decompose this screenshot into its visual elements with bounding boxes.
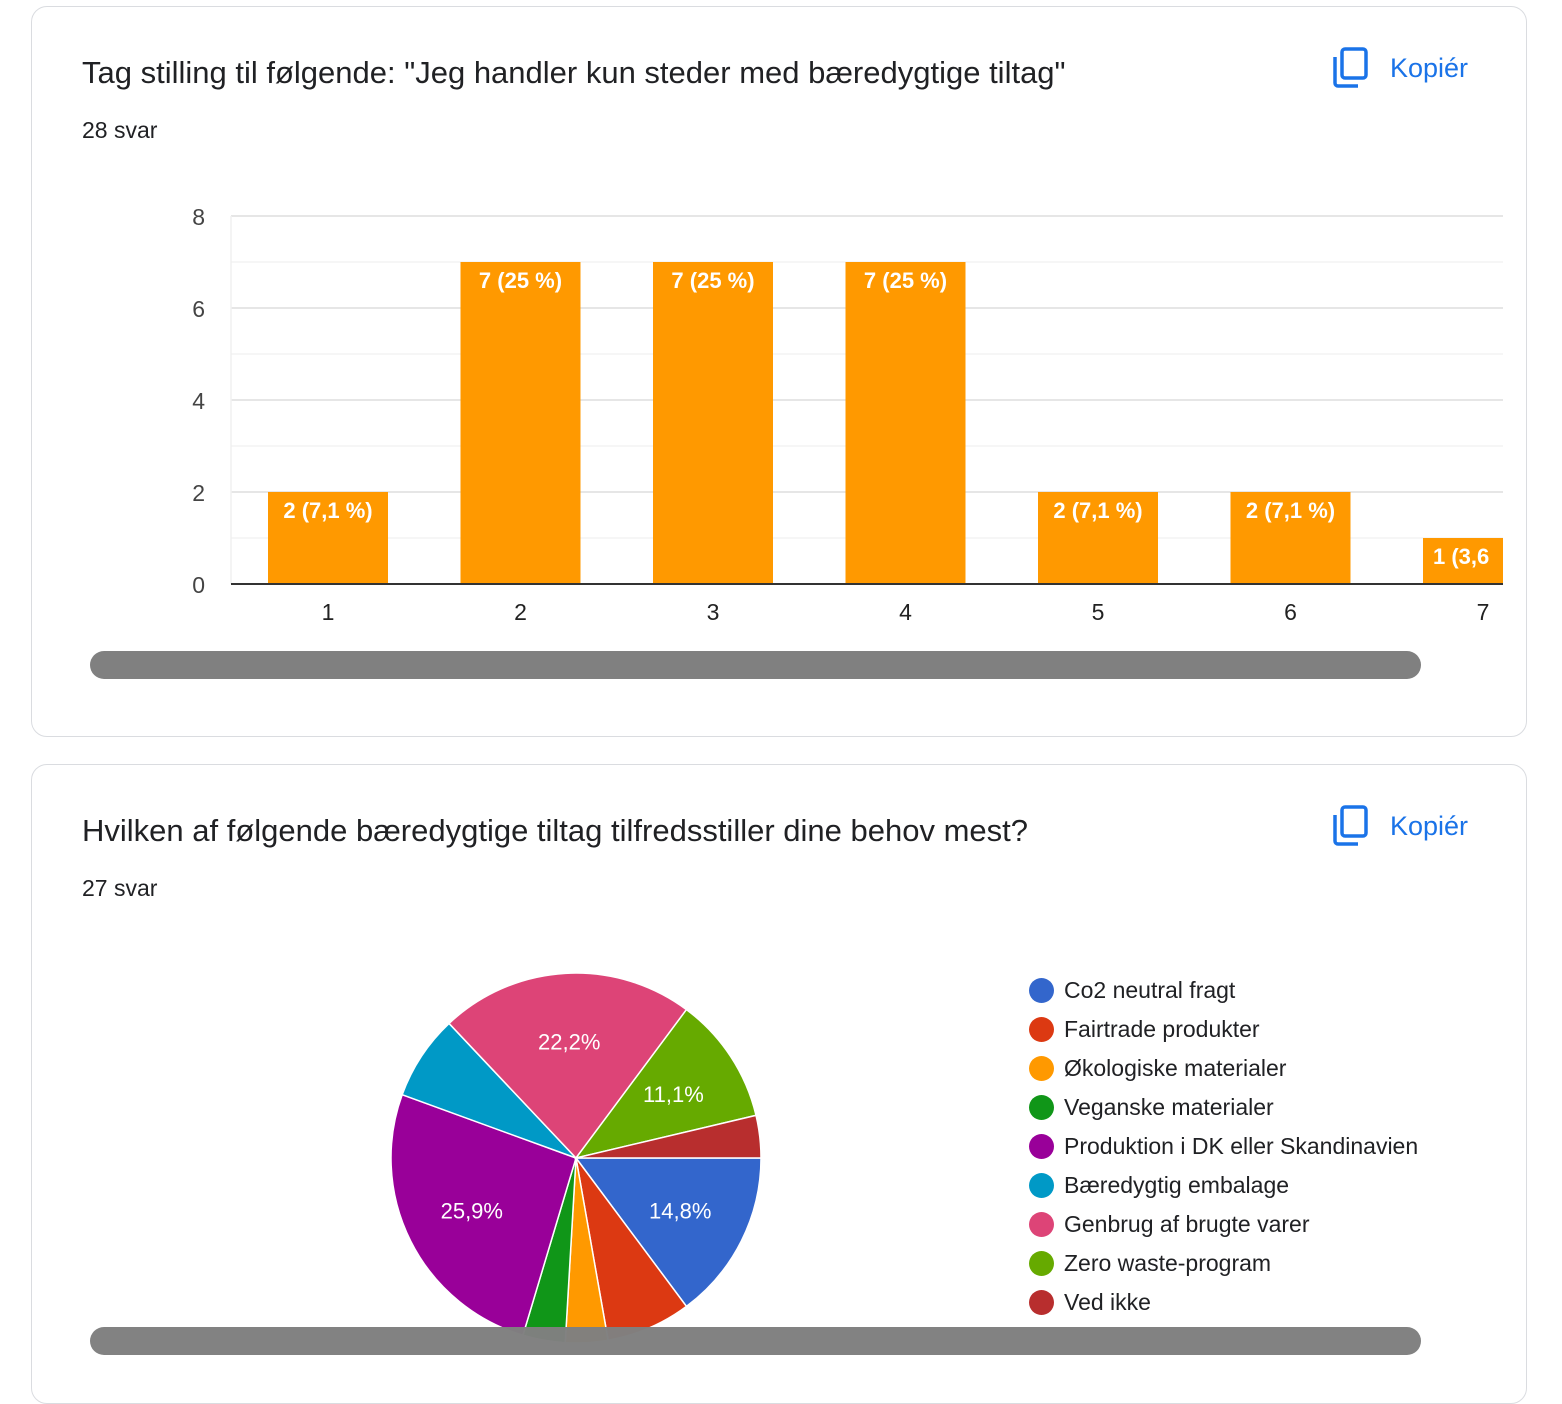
- x-tick-label: 7: [1477, 599, 1490, 625]
- legend-label: Veganske materialer: [1064, 1094, 1274, 1120]
- bar-data-label: 7 (25 %): [479, 268, 562, 293]
- legend-swatch: [1029, 978, 1054, 1003]
- legend-item[interactable]: Bæredygtig embalage: [1029, 1166, 1418, 1205]
- copy-label: Kopiér: [1389, 810, 1468, 841]
- copy-icon: [1332, 805, 1368, 847]
- y-tick-label: 6: [192, 296, 205, 322]
- legend-item[interactable]: Genbrug af brugte varer: [1029, 1205, 1418, 1244]
- legend-swatch: [1029, 1251, 1054, 1276]
- legend-swatch: [1029, 1017, 1054, 1042]
- bar[interactable]: [1423, 538, 1503, 584]
- x-tick-label: 3: [707, 599, 720, 625]
- bar-data-label: 2 (7,1 %): [283, 498, 372, 523]
- x-tick-label: 2: [514, 599, 527, 625]
- x-tick-label: 1: [322, 599, 335, 625]
- pie-percent-label: 14,8%: [649, 1198, 711, 1223]
- pie-slice[interactable]: [390, 1093, 577, 1337]
- legend-swatch: [1029, 1095, 1054, 1120]
- legend-label: Genbrug af brugte varer: [1064, 1211, 1310, 1237]
- pie-percent-label: 25,9%: [441, 1198, 503, 1223]
- bar-data-label: 7 (25 %): [864, 268, 947, 293]
- bar[interactable]: [845, 262, 966, 584]
- pie-legend: Co2 neutral fragt Fairtrade produkter Økol…: [1029, 971, 1418, 1322]
- horizontal-scrollbar[interactable]: [90, 1327, 1421, 1355]
- bar-data-label: 1 (3,6: [1433, 544, 1489, 569]
- pie-slice[interactable]: [575, 1114, 762, 1159]
- legend-item[interactable]: Ved ikke: [1029, 1283, 1418, 1322]
- legend-label: Co2 neutral fragt: [1064, 977, 1236, 1003]
- response-count: 28 svar: [82, 117, 158, 143]
- legend-label: Zero waste-program: [1064, 1250, 1272, 1276]
- legend-swatch: [1029, 1134, 1054, 1159]
- copy-button[interactable]: Kopiér: [1332, 47, 1468, 89]
- bar-data-label: 7 (25 %): [671, 268, 754, 293]
- question-card-2: Hvilken af følgende bæredygtige tiltag t…: [31, 764, 1527, 1404]
- bar[interactable]: [1230, 492, 1351, 584]
- legend-item[interactable]: Zero waste-program: [1029, 1244, 1418, 1283]
- bar[interactable]: [268, 492, 388, 584]
- y-tick-label: 0: [192, 572, 205, 598]
- legend-label: Fairtrade produkter: [1064, 1016, 1260, 1042]
- legend-swatch: [1029, 1056, 1054, 1081]
- question-title: Hvilken af følgende bæredygtige tiltag t…: [82, 813, 1028, 848]
- legend-swatch: [1029, 1173, 1054, 1198]
- x-tick-label: 4: [899, 599, 912, 625]
- legend-item[interactable]: Veganske materialer: [1029, 1088, 1418, 1127]
- legend-item[interactable]: Fairtrade produkter: [1029, 1010, 1418, 1049]
- pie-slice[interactable]: [447, 972, 688, 1160]
- pie-percent-label: 11,1%: [643, 1082, 704, 1107]
- y-tick-label: 2: [192, 480, 205, 506]
- pie-chart: 14,8% 25,9% 22,2% 11,1%: [390, 972, 762, 1344]
- pie-percent-label: 22,2%: [538, 1030, 600, 1055]
- legend-item[interactable]: Økologiske materialer: [1029, 1049, 1418, 1088]
- response-count: 27 svar: [82, 875, 158, 901]
- pie-slice[interactable]: [574, 1157, 762, 1308]
- legend-swatch: [1029, 1290, 1054, 1315]
- bar-chart: 0 2 4 6 8 2 (7,1 %) 1 7 (25 %) 2 7 (25 %) 3 7 (25 %…: [192, 204, 1503, 625]
- question-card-1: Tag stilling til følgende: "Jeg handler …: [31, 6, 1527, 737]
- x-tick-label: 5: [1092, 599, 1105, 625]
- copy-button[interactable]: Kopiér: [1332, 805, 1468, 847]
- copy-icon: [1332, 47, 1368, 89]
- legend-label: Økologiske materialer: [1064, 1055, 1287, 1081]
- y-tick-label: 8: [192, 204, 205, 230]
- horizontal-scrollbar[interactable]: [90, 651, 1421, 679]
- legend-label: Bæredygtig embalage: [1064, 1172, 1290, 1198]
- bar-data-label: 2 (7,1 %): [1246, 498, 1335, 523]
- legend-item[interactable]: Co2 neutral fragt: [1029, 971, 1418, 1010]
- copy-label: Kopiér: [1389, 52, 1468, 83]
- legend-label: Produktion i DK eller Skandinavien: [1064, 1133, 1419, 1159]
- pie-slice[interactable]: [574, 1008, 757, 1160]
- legend-swatch: [1029, 1212, 1054, 1237]
- bar[interactable]: [460, 262, 581, 584]
- bar[interactable]: [1038, 492, 1158, 584]
- question-title: Tag stilling til følgende: "Jeg handler …: [82, 55, 1066, 90]
- bar-data-label: 2 (7,1 %): [1053, 498, 1142, 523]
- x-tick-label: 6: [1284, 599, 1297, 625]
- legend-label: Ved ikke: [1064, 1289, 1151, 1315]
- legend-item[interactable]: Produktion i DK eller Skandinavien: [1029, 1127, 1418, 1166]
- y-tick-label: 4: [192, 388, 205, 414]
- bar[interactable]: [653, 262, 773, 584]
